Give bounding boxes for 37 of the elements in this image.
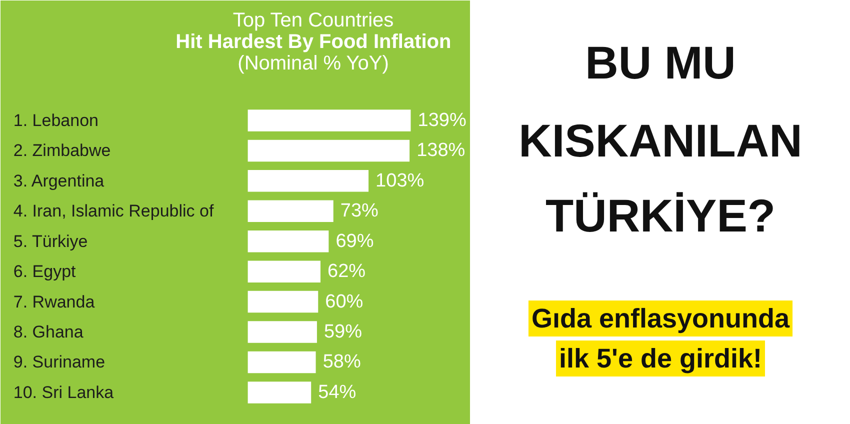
data-label: 59% <box>324 322 362 343</box>
text: Gıda enflasyonunda <box>531 304 791 334</box>
bar <box>248 140 410 162</box>
y-tick-label: 3. Argentina <box>13 171 105 190</box>
bar <box>248 382 312 404</box>
text: KISKANILAN <box>518 114 802 166</box>
y-tick-label: 6. Egypt <box>13 262 76 282</box>
data-label: 60% <box>325 291 364 312</box>
text: BU MU <box>585 36 736 88</box>
data-label: 139% <box>418 110 466 131</box>
y-tick-label: 2. Zimbabwe <box>13 141 111 160</box>
bar <box>248 260 320 282</box>
bar <box>248 170 369 192</box>
data-label: 54% <box>318 382 356 403</box>
y-tick-label: 4. Iran, Islamic Republic of <box>13 202 214 221</box>
y-tick-label: 9. Suriname <box>13 352 106 372</box>
data-label: 58% <box>322 352 361 373</box>
y-tick-label: 7. Rwanda <box>13 292 96 312</box>
bar <box>248 290 318 313</box>
data-label: 138% <box>416 140 466 162</box>
y-tick-label: 8. Ghana <box>13 322 84 342</box>
data-label: 73% <box>340 200 379 222</box>
bar <box>248 110 411 132</box>
chart-title: Top Ten Countries <box>232 10 394 32</box>
chart-subtitle: Hit Hardest By Food Inflation (Nominal % YoY) <box>176 30 452 75</box>
y-tick-label: 1. Lebanon <box>13 110 98 130</box>
text: ilk 5'e de girdik! <box>559 344 762 374</box>
y-tick-label: 10. Sri Lanka <box>13 382 114 402</box>
y-tick-label: 5. Türkiye <box>13 232 88 251</box>
text: TÜRKİYE? <box>546 190 776 242</box>
bar <box>248 200 334 222</box>
data-label: 69% <box>336 230 374 252</box>
bar <box>248 230 329 252</box>
bar <box>248 351 316 374</box>
bar <box>248 321 317 343</box>
data-label: 103% <box>376 170 424 192</box>
data-label: 62% <box>328 261 366 282</box>
